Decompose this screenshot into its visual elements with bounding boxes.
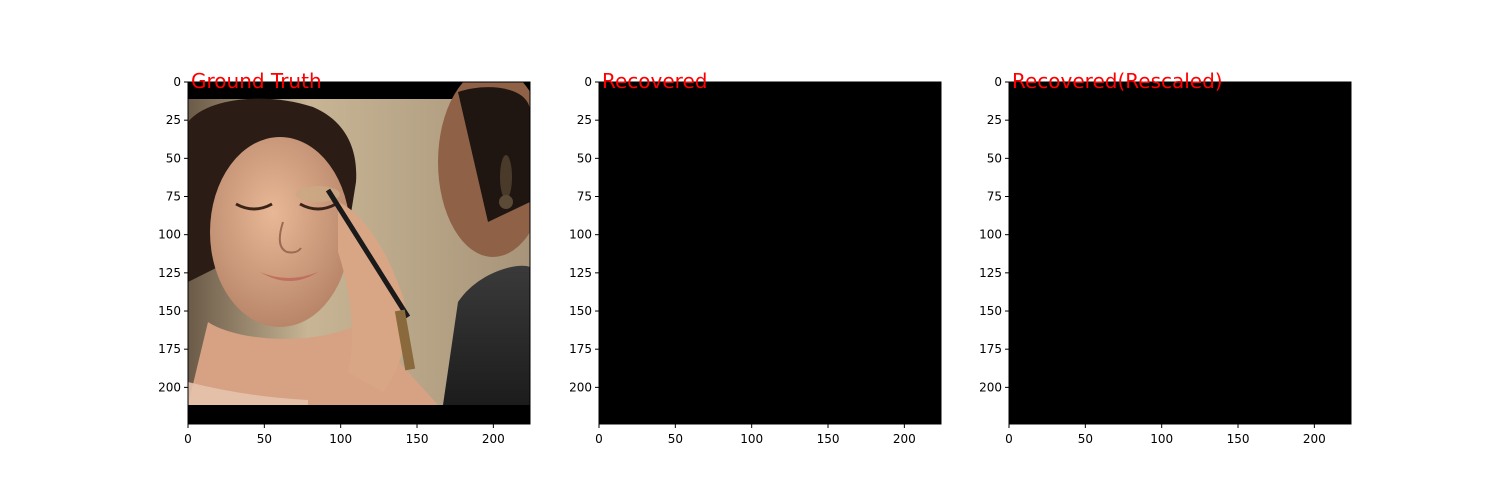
y-tick-label: 100 (569, 228, 592, 242)
x-tick-label: 0 (595, 432, 603, 446)
y-tick-label: 25 (577, 113, 592, 127)
x-tick-label: 50 (257, 432, 272, 446)
y-tick-label: 125 (158, 266, 181, 280)
x-tick-label: 0 (184, 432, 192, 446)
y-axis: 0 25 50 75 100 125 150 175 200 (158, 75, 188, 394)
y-tick-label: 50 (577, 151, 592, 165)
y-tick-label: 200 (979, 380, 1002, 394)
x-tick-label: 200 (1303, 432, 1326, 446)
x-tick-label: 100 (740, 432, 763, 446)
x-axis: 0 50 100 150 200 (1005, 424, 1326, 446)
y-tick-label: 0 (994, 75, 1002, 89)
y-tick-label: 200 (158, 380, 181, 394)
axes-frame (187, 81, 531, 425)
panel-title: Recovered (602, 69, 707, 93)
image-ground-truth (188, 82, 530, 424)
panel-title: Ground Truth (191, 69, 322, 93)
y-tick-label: 75 (577, 190, 592, 204)
panel-ground-truth: 0 50 100 150 200 0 25 50 75 100 125 150 175 200 Grou… (158, 69, 531, 446)
y-tick-label: 175 (158, 342, 181, 356)
y-tick-label: 75 (987, 190, 1002, 204)
y-tick-label: 50 (166, 151, 181, 165)
x-tick-label: 150 (1227, 432, 1250, 446)
y-tick-label: 175 (569, 342, 592, 356)
panel-recovered: 0 50 100 150 200 0 25 50 75 100 125 150 175 200 Reco… (569, 69, 942, 446)
panel-recovered-rescaled: 0 50 100 150 200 0 25 50 75 100 125 150 175 200 Reco… (979, 69, 1352, 446)
y-tick-label: 175 (979, 342, 1002, 356)
axes-frame (598, 81, 942, 425)
image-recovered (599, 82, 941, 424)
x-tick-label: 150 (406, 432, 429, 446)
y-tick-label: 75 (166, 190, 181, 204)
x-axis: 0 50 100 150 200 (595, 424, 916, 446)
y-tick-label: 100 (979, 228, 1002, 242)
y-tick-label: 125 (569, 266, 592, 280)
x-tick-label: 0 (1005, 432, 1013, 446)
photo-content (188, 82, 530, 405)
axes-frame (1008, 81, 1352, 425)
y-axis: 0 25 50 75 100 125 150 175 200 (979, 75, 1009, 394)
y-tick-label: 0 (584, 75, 592, 89)
y-tick-label: 150 (158, 304, 181, 318)
y-tick-label: 200 (569, 380, 592, 394)
y-tick-label: 50 (987, 151, 1002, 165)
image-recovered-rescaled (1009, 82, 1351, 424)
y-tick-label: 100 (158, 228, 181, 242)
x-axis: 0 50 100 150 200 (184, 424, 505, 446)
y-tick-label: 0 (173, 75, 181, 89)
x-tick-label: 50 (1078, 432, 1093, 446)
x-tick-label: 150 (817, 432, 840, 446)
panel-title: Recovered(Rescaled) (1012, 69, 1223, 93)
y-tick-label: 125 (979, 266, 1002, 280)
x-tick-label: 200 (893, 432, 916, 446)
x-tick-label: 50 (668, 432, 683, 446)
x-tick-label: 200 (482, 432, 505, 446)
y-axis: 0 25 50 75 100 125 150 175 200 (569, 75, 599, 394)
y-tick-label: 150 (569, 304, 592, 318)
y-tick-label: 25 (166, 113, 181, 127)
x-tick-label: 100 (1150, 432, 1173, 446)
y-tick-label: 150 (979, 304, 1002, 318)
y-tick-label: 25 (987, 113, 1002, 127)
x-tick-label: 100 (329, 432, 352, 446)
